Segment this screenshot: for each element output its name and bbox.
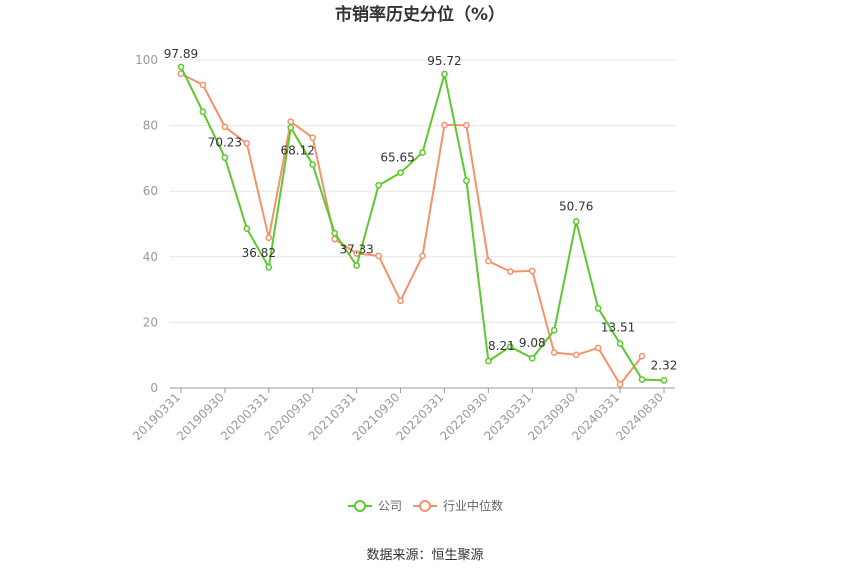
data-point	[638, 376, 646, 383]
data-point	[243, 139, 251, 147]
data-point	[485, 357, 492, 365]
data-point	[419, 149, 426, 156]
y-tick-label: 20	[143, 315, 158, 329]
data-point	[572, 351, 580, 359]
data-point	[221, 154, 229, 161]
data-point	[199, 81, 207, 89]
y-tick-label: 40	[143, 250, 158, 264]
y-tick-label: 80	[143, 119, 158, 133]
data-point	[419, 252, 426, 260]
data-point	[638, 352, 646, 360]
data-point	[550, 326, 558, 334]
data-label: 70.23	[208, 136, 242, 150]
data-label: 13.51	[601, 321, 635, 335]
data-point	[397, 169, 404, 177]
data-point	[463, 177, 470, 185]
data-point	[506, 268, 514, 275]
data-point	[309, 161, 317, 168]
data-label: 68.12	[281, 144, 315, 158]
data-source: 数据来源：恒生聚源	[366, 548, 483, 563]
data-point	[287, 124, 295, 131]
legend-label: 行业中位数	[443, 498, 503, 513]
data-point	[375, 181, 382, 189]
data-point	[287, 118, 295, 126]
data-point	[572, 218, 580, 225]
data-point	[441, 70, 448, 78]
legend[interactable]: 公司 行业中位数	[348, 498, 503, 513]
data-label: 36.82	[242, 246, 276, 260]
data-label: 95.72	[427, 54, 461, 68]
y-tick-label: 100	[135, 53, 158, 67]
data-point	[331, 229, 339, 237]
data-label: 2.32	[651, 358, 678, 372]
series-line-0	[180, 66, 665, 382]
data-point	[265, 234, 273, 242]
series-layer	[177, 63, 668, 388]
chart-title: 市销率历史分位（%）	[335, 4, 505, 25]
y-tick-label: 0	[150, 381, 158, 395]
y-tick-label: 60	[143, 184, 158, 198]
data-point	[375, 252, 382, 260]
legend-label: 公司	[378, 499, 402, 513]
data-point	[265, 263, 273, 271]
data-label: 65.65	[380, 151, 414, 165]
legend-marker	[354, 500, 366, 512]
data-point	[177, 63, 185, 71]
data-point	[528, 267, 536, 275]
data-point	[463, 121, 470, 129]
legend-marker	[419, 500, 431, 512]
data-point	[594, 304, 602, 312]
data-label: 50.76	[559, 200, 593, 214]
grid-lines	[170, 59, 675, 323]
data-point	[594, 344, 602, 352]
data-point	[353, 262, 360, 269]
data-label: 97.89	[164, 47, 198, 61]
data-point	[616, 381, 624, 388]
data-point	[550, 349, 558, 356]
series-line-1	[180, 72, 643, 387]
data-point	[485, 257, 492, 265]
data-labels: 97.89 70.23 36.82 68.12 37.33 65.65 95.72 8.21 9…	[164, 47, 678, 372]
data-point	[199, 108, 207, 116]
data-point	[660, 377, 668, 384]
data-label: 8.21	[488, 339, 515, 353]
legend-item-0[interactable]: 公司	[348, 499, 402, 513]
data-point	[506, 343, 514, 351]
axes: 0204060801002019033120190930202003312020…	[130, 53, 675, 443]
data-point	[528, 354, 536, 362]
x-tick-label: 20240830	[613, 390, 666, 443]
data-point	[397, 297, 404, 305]
data-point	[309, 134, 317, 142]
data-point	[221, 123, 229, 131]
data-point	[243, 225, 251, 232]
data-point	[616, 340, 624, 348]
data-label: 9.08	[519, 336, 546, 350]
data-point	[441, 121, 448, 129]
data-label: 37.33	[339, 243, 373, 257]
legend-item-1[interactable]: 行业中位数	[413, 498, 503, 513]
